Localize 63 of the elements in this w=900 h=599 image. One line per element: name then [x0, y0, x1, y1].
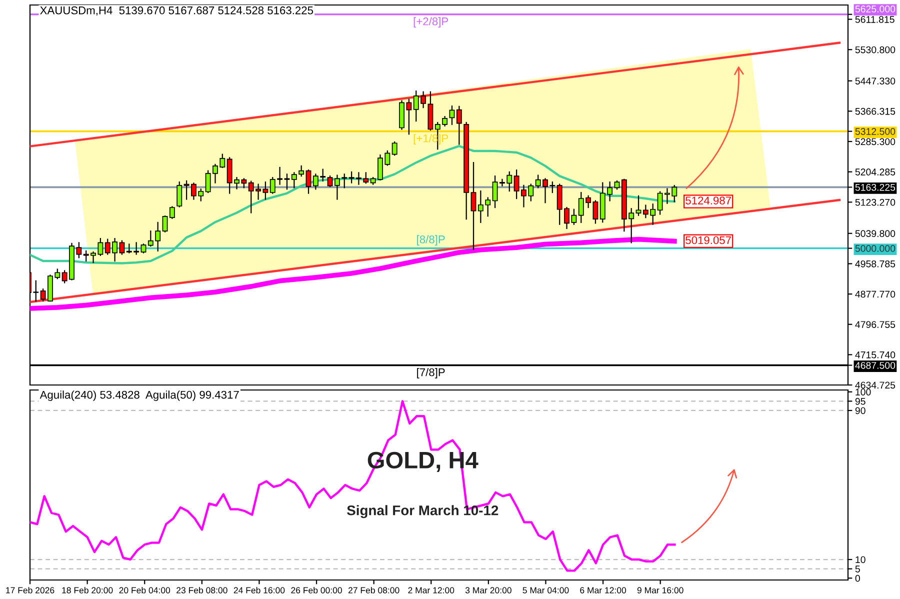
candlestick — [592, 200, 598, 224]
candlestick — [636, 195, 642, 216]
x-tick-label: 17 Feb 2026 — [6, 586, 54, 594]
y-tick-label: 0 — [855, 574, 860, 582]
y-tick-label: 4715.740 — [855, 351, 896, 358]
candlestick — [327, 175, 333, 188]
candlestick — [306, 170, 312, 194]
y-tick-label: 5000.000 — [855, 245, 896, 252]
x-tick-label: 18 Feb 20:00 — [62, 586, 113, 594]
y-tick-label: 5447.330 — [855, 78, 896, 84]
candlestick — [162, 216, 168, 232]
y-tick-label: 4687.500 — [855, 362, 896, 369]
ref-line-label: [7/8]P — [417, 368, 445, 378]
line-series — [30, 236, 677, 311]
y-tick-label: 4634.725 — [855, 382, 896, 389]
y-tick-label: 100 — [856, 388, 871, 396]
x-tick-label: 5 Mar 04:00 — [522, 587, 569, 594]
y-tick-label: 95 — [855, 398, 866, 405]
candlestick — [449, 106, 455, 125]
x-tick-label: 23 Feb 08:00 — [176, 586, 228, 594]
candlestick — [334, 174, 340, 200]
y-tick-label: 5123.270 — [855, 198, 896, 206]
candlestick — [492, 175, 498, 208]
x-tick-label: 9 Mar 16:00 — [637, 587, 684, 594]
chart-title: XAUUSDm,H4 5139.670 5167.687 5124.528 5163.225 — [40, 6, 314, 16]
x-tick-label: 24 Feb 16:00 — [234, 586, 285, 594]
y-tick-label: 10 — [856, 556, 866, 564]
candlestick — [657, 191, 663, 215]
y-tick-label: 4796.755 — [855, 321, 896, 328]
y-tick-label: 5366.315 — [855, 108, 896, 115]
candlestick — [470, 162, 476, 250]
x-tick-label: 26 Feb 00:00 — [291, 586, 342, 594]
x-tick-label: 6 Mar 12:00 — [580, 587, 626, 594]
x-tick-label: 27 Feb 08:00 — [348, 586, 400, 594]
line-series — [30, 144, 676, 264]
y-tick-label: 90 — [855, 407, 866, 414]
candlestick — [284, 174, 290, 190]
chart-title: Aguila(240) 53.4828 Aguila(50) 99.4317 — [40, 390, 239, 401]
y-tick-label: 4877.770 — [855, 290, 896, 298]
x-tick-label: 20 Feb 04:00 — [119, 586, 170, 594]
data-label: 5019.057 — [686, 236, 731, 244]
data-label: 5124.987 — [686, 196, 731, 204]
candlestick — [176, 181, 182, 208]
line-series — [30, 400, 676, 572]
y-tick-label: 4958.785 — [855, 260, 896, 268]
y-tick-label: 5611.815 — [855, 16, 894, 23]
y-tick-label: 5039.800 — [855, 230, 896, 238]
y-tick-label: 5204.285 — [855, 168, 896, 176]
y-tick-label: 5 — [855, 566, 860, 572]
y-tick-label: 5285.300 — [855, 138, 896, 146]
x-tick-label: 3 Mar 20:00 — [465, 587, 512, 594]
ref-line-label: [+2/8]P — [414, 17, 448, 28]
y-tick-label: 5312.500 — [855, 128, 896, 135]
candlestick — [342, 174, 348, 188]
ref-line-label: [8/8]P — [417, 235, 445, 246]
y-tick-label: 5163.225 — [855, 184, 896, 191]
y-tick-label: 5530.800 — [855, 46, 896, 54]
y-tick-label: 5625.000 — [855, 6, 896, 12]
candlestick — [392, 141, 398, 156]
candlestick — [456, 106, 462, 145]
candlestick — [169, 206, 175, 219]
x-tick-label: 2 Mar 12:00 — [408, 587, 454, 594]
annotation: Signal For March 10-12 — [347, 505, 498, 518]
